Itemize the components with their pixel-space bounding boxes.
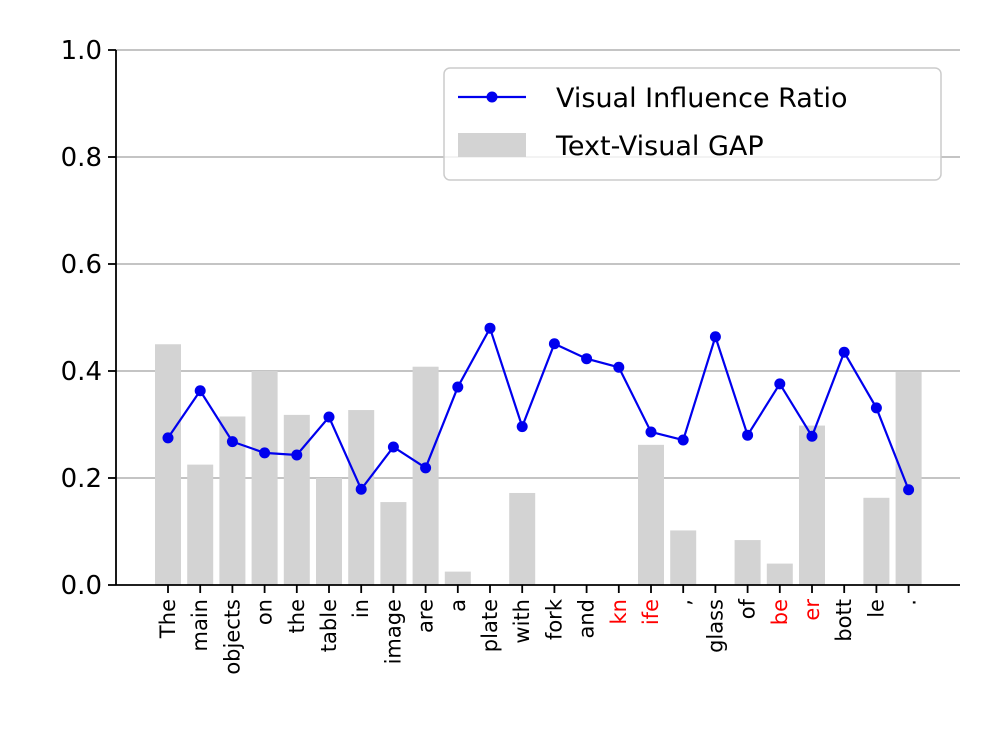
bar-be [766, 563, 793, 585]
point-objects [226, 436, 238, 448]
point-bott [838, 346, 850, 358]
x-tick-label: a [446, 599, 470, 612]
bar-the [283, 414, 310, 585]
y-tick-label: 0.2 [61, 464, 102, 494]
legend-box [443, 67, 942, 181]
point-er [806, 430, 818, 442]
bar-. [895, 372, 922, 585]
bar-on [251, 371, 278, 585]
bar-ife [638, 444, 664, 585]
x-tick-label: kn [607, 599, 631, 624]
x-tick-label: image [381, 599, 405, 664]
point-the [291, 449, 303, 461]
point-kn [613, 361, 625, 373]
legend-label-visual-influence-ratio: Visual Influence Ratio [556, 83, 847, 114]
point-and [581, 353, 593, 365]
axes [115, 50, 960, 586]
point-ife [645, 426, 657, 438]
bar-main [187, 464, 214, 585]
x-tick-label: are [414, 599, 438, 633]
bar-, [670, 530, 697, 585]
bar-are [412, 366, 439, 585]
bar-of [734, 540, 761, 585]
y-tick-label: 0.8 [61, 143, 102, 173]
y-tick-label: 0.4 [61, 357, 102, 387]
bar-in [348, 410, 375, 585]
x-tick-label: glass [703, 599, 727, 653]
x-tick-label: of [736, 598, 760, 619]
bar-series [155, 344, 922, 585]
point-with [516, 421, 528, 433]
point-on [259, 447, 271, 459]
point-a [452, 381, 464, 393]
point-, [677, 434, 689, 446]
point-glass [709, 331, 721, 343]
point-image [387, 441, 399, 453]
bar-le [863, 497, 890, 585]
x-tick-label: ife [639, 599, 663, 625]
point-table [323, 411, 335, 423]
point-fork [548, 338, 560, 350]
legend: Visual Influence Ratio Text-Visual GAP [443, 67, 942, 181]
x-tick-label: and [575, 599, 599, 639]
x-tick-label: fork [542, 598, 566, 640]
point-are [420, 462, 432, 474]
point-. [903, 484, 915, 496]
legend-bar-swatch [458, 133, 526, 157]
y-tick-label: 1.0 [61, 36, 102, 66]
x-tick-label: The [156, 599, 180, 639]
x-tick-label: table [317, 599, 341, 652]
x-tick-label: er [800, 599, 824, 621]
x-tick-label: , [671, 599, 695, 606]
y-tick-label: 0.0 [61, 571, 102, 601]
line-series [162, 322, 915, 496]
point-be [774, 378, 786, 390]
x-tick-label: be [768, 599, 792, 625]
bar-er [799, 425, 825, 585]
point-of [742, 429, 754, 441]
point-main [194, 385, 206, 397]
point-le [870, 402, 882, 414]
x-axis-ticks: The main objects on the table in image are a plate… [156, 585, 921, 675]
point-The [162, 432, 174, 444]
point-in [355, 483, 367, 495]
x-tick-label: objects [220, 599, 244, 675]
x-tick-label: on [253, 599, 277, 625]
x-tick-label: in [349, 599, 373, 618]
bar-image [380, 502, 407, 585]
bar-table [316, 478, 342, 585]
x-tick-label: with [510, 599, 534, 644]
x-tick-label: bott [832, 599, 856, 642]
bar-with [509, 492, 536, 585]
point-plate [484, 322, 496, 334]
x-tick-label: le [864, 599, 888, 618]
legend-label-text-visual-gap: Text-Visual GAP [555, 131, 764, 162]
x-tick-label: . [897, 599, 921, 606]
x-tick-label: the [285, 599, 309, 633]
y-tick-label: 0.6 [61, 250, 102, 280]
legend-point-marker [486, 91, 498, 103]
bar-The [155, 344, 181, 585]
bar-a [444, 571, 471, 585]
visual-influence-line [167, 325, 910, 492]
x-tick-label: main [188, 599, 212, 651]
y-axis-ticks: 0.0 0.2 0.4 0.6 0.8 1.0 [61, 36, 116, 601]
x-tick-label: plate [478, 599, 502, 652]
